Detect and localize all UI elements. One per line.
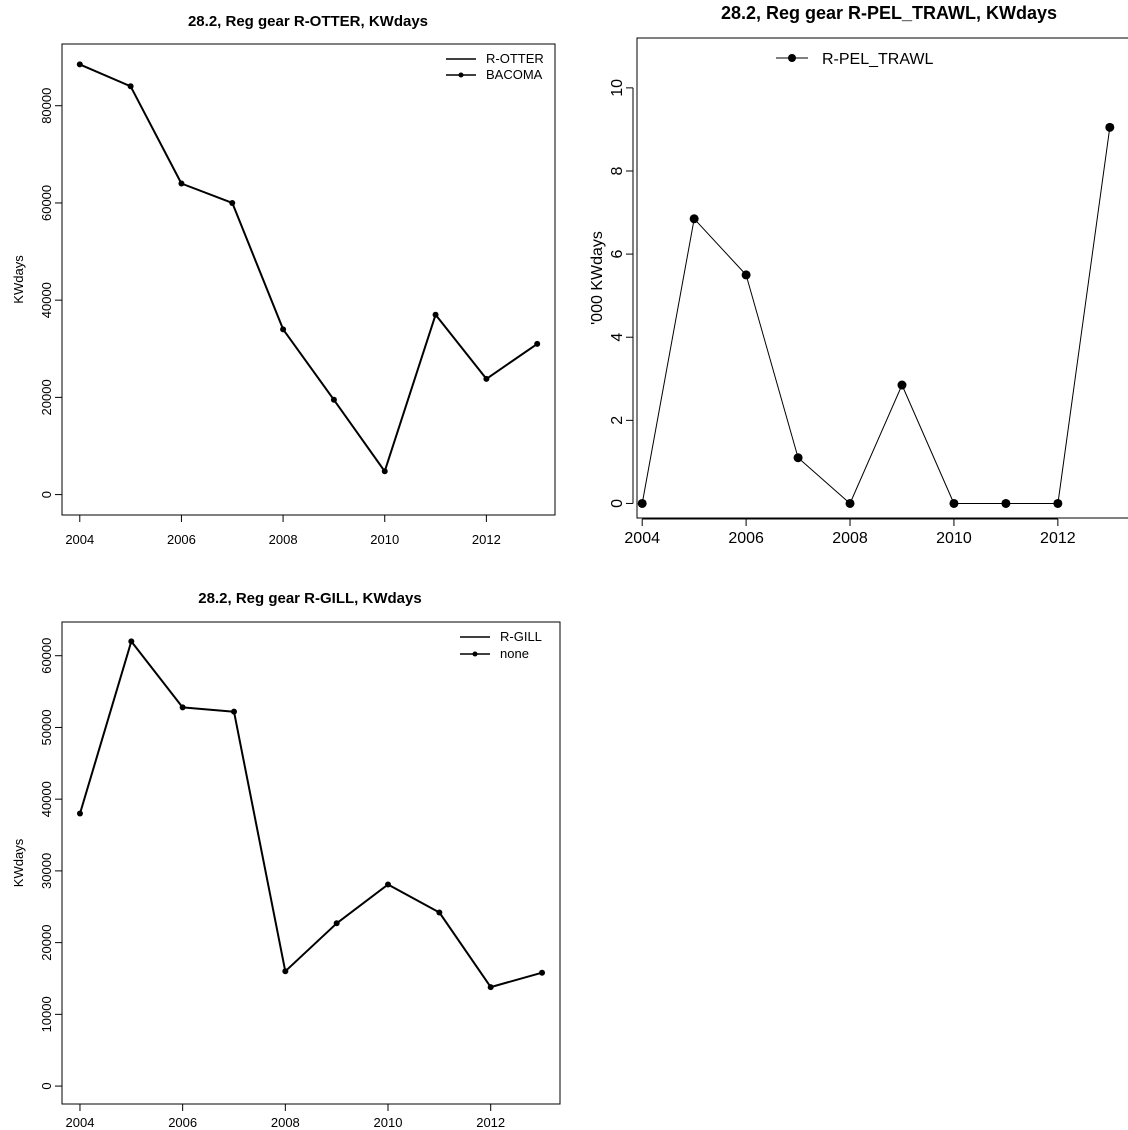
x-axis: 2004 2006 2008 2010 2012 [66, 1103, 505, 1130]
x-tick-label: 2008 [832, 530, 868, 547]
data-point [229, 199, 236, 206]
y-tick-label: 6 [609, 250, 626, 259]
y-tick-label: 10 [609, 79, 626, 97]
legend-marker [458, 72, 464, 78]
series-line [79, 63, 538, 473]
legend-label: BACOMA [486, 67, 543, 82]
legend-marker [788, 54, 796, 62]
data-point [282, 968, 289, 975]
y-tick-label: 20000 [39, 379, 54, 415]
data-point [689, 214, 699, 224]
data-point [76, 810, 83, 817]
data-point [333, 920, 340, 927]
data-point [76, 61, 83, 68]
y-axis: 0 10000 20000 30000 40000 50000 60000 [39, 638, 63, 1090]
data-point [436, 909, 443, 916]
x-tick-label: 2012 [476, 1115, 505, 1130]
y-tick-label: 8 [609, 166, 626, 175]
x-axis: 2004 2006 2008 2010 2012 [624, 518, 1076, 547]
legend-label: R-OTTER [486, 51, 544, 66]
y-tick-label: 0 [39, 491, 54, 498]
x-tick-label: 2006 [168, 1115, 197, 1130]
data-point [487, 984, 494, 991]
chart-title: 28.2, Reg gear R-OTTER, KWdays [188, 13, 428, 30]
plot-frame [636, 37, 1128, 519]
data-point [534, 340, 541, 347]
data-point [949, 498, 959, 508]
y-tick-label: 40000 [39, 781, 54, 817]
y-tick-label: 80000 [39, 88, 54, 124]
x-axis: 2004 2006 2008 2010 2012 [65, 514, 501, 547]
data-point [1001, 498, 1011, 508]
x-tick-label: 2006 [167, 532, 196, 547]
data-point [897, 380, 907, 390]
data-point [845, 498, 855, 508]
x-tick-label: 2004 [624, 530, 660, 547]
x-tick-label: 2012 [472, 532, 501, 547]
data-point [483, 375, 490, 382]
data-point [741, 270, 751, 280]
x-tick-label: 2006 [728, 530, 764, 547]
data-point [637, 498, 647, 508]
y-tick-label: 0 [609, 499, 626, 508]
y-tick-label: 4 [609, 333, 626, 342]
legend-label: R-GILL [500, 629, 542, 644]
y-axis-label: KWdays [11, 255, 26, 304]
y-tick-label: 60000 [39, 638, 54, 674]
x-tick-label: 2004 [66, 1115, 95, 1130]
data-point [179, 704, 186, 711]
data-point [178, 180, 185, 187]
legend-label: R-PEL_TRAWL [822, 51, 934, 68]
chart-title: 28.2, Reg gear R-GILL, KWdays [198, 590, 421, 607]
y-tick-label: 50000 [39, 709, 54, 745]
y-tick-label: 2 [609, 416, 626, 425]
x-tick-label: 2010 [936, 530, 972, 547]
x-tick-label: 2008 [271, 1115, 300, 1130]
data-point [1105, 122, 1115, 132]
x-tick-label: 2010 [370, 532, 399, 547]
y-axis: 0 20000 40000 60000 80000 [39, 88, 63, 498]
y-tick-label: 30000 [39, 853, 54, 889]
y-tick-label: 20000 [39, 925, 54, 961]
x-tick-label: 2010 [374, 1115, 403, 1130]
data-point [385, 881, 392, 888]
plot-frame [61, 43, 556, 516]
x-tick-label: 2008 [269, 532, 298, 547]
data-point [381, 468, 388, 475]
legend: R-PEL_TRAWL [776, 51, 934, 68]
data-point [128, 638, 135, 645]
data-point [127, 83, 134, 90]
data-point [432, 311, 439, 318]
legend: R-GILL none [460, 629, 542, 661]
data-point [1053, 498, 1063, 508]
legend-label: none [500, 646, 529, 661]
data-point [230, 708, 237, 715]
series-line [641, 127, 1111, 504]
data-point [539, 969, 546, 976]
data-point [330, 396, 337, 403]
y-tick-label: 60000 [39, 185, 54, 221]
chart-pel-trawl-panel: 28.2, Reg gear R-PEL_TRAWL, KWdays 2004 20… [564, 0, 1128, 565]
chart-gill-panel: 28.2, Reg gear R-GILL, KWdays 2004 2006 200… [0, 565, 564, 1130]
y-axis: 0 2 4 6 8 10 [609, 79, 634, 508]
y-tick-label: 0 [39, 1082, 54, 1089]
legend-marker [472, 651, 478, 657]
x-tick-label: 2012 [1040, 530, 1076, 547]
y-axis-label: '000 KWdays [589, 231, 606, 325]
series-line [79, 640, 543, 989]
y-tick-label: 10000 [39, 996, 54, 1032]
data-point [793, 453, 803, 463]
x-tick-label: 2004 [65, 532, 94, 547]
data-point [280, 326, 287, 333]
y-axis-label: KWdays [11, 838, 26, 887]
chart-otter-panel: 28.2, Reg gear R-OTTER, KWdays 2004 2006 20… [0, 0, 564, 565]
y-tick-label: 40000 [39, 282, 54, 318]
chart-title: 28.2, Reg gear R-PEL_TRAWL, KWdays [721, 3, 1057, 23]
plot-frame [61, 621, 561, 1105]
